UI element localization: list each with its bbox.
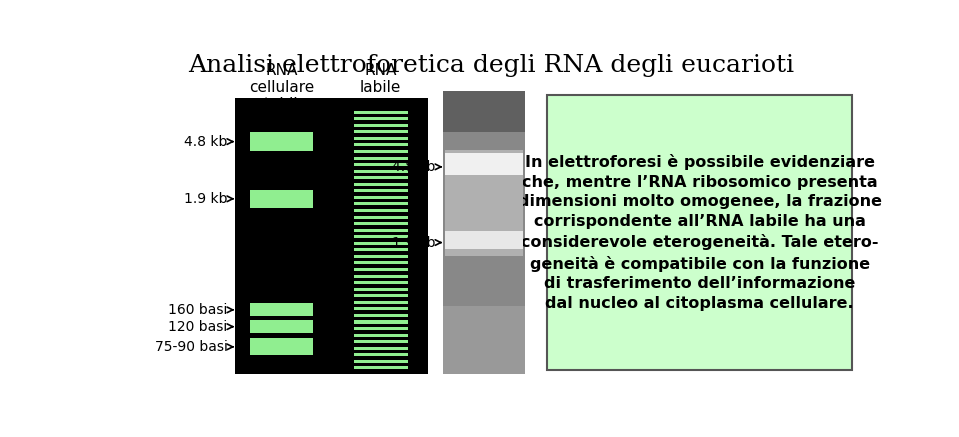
- Bar: [354, 268, 408, 271]
- Text: 1.9 kb: 1.9 kb: [392, 236, 435, 250]
- Bar: [354, 320, 408, 323]
- Bar: [354, 274, 408, 277]
- Text: 4.8 kb: 4.8 kb: [392, 160, 435, 174]
- Bar: [354, 137, 408, 140]
- Bar: [354, 242, 408, 245]
- Bar: [354, 366, 408, 369]
- Bar: [354, 117, 408, 120]
- Bar: [354, 156, 408, 160]
- Bar: [354, 333, 408, 336]
- Bar: [354, 314, 408, 317]
- Text: In elettroforesi è possibile evidenziare
che, mentre l’RNA ribosomico presenta
d: In elettroforesi è possibile evidenziare…: [518, 154, 881, 311]
- Bar: [354, 235, 408, 238]
- Bar: [354, 327, 408, 330]
- Bar: [235, 98, 429, 374]
- Bar: [354, 347, 408, 350]
- Bar: [445, 153, 523, 175]
- Bar: [445, 231, 523, 249]
- Bar: [354, 288, 408, 291]
- Bar: [354, 130, 408, 133]
- Bar: [250, 190, 313, 208]
- Bar: [354, 248, 408, 251]
- Bar: [354, 360, 408, 363]
- Bar: [250, 338, 313, 355]
- Bar: [250, 303, 313, 316]
- Bar: [354, 124, 408, 127]
- Text: 75-90 basi: 75-90 basi: [154, 340, 227, 354]
- Text: Analisi elettroforetica degli RNA degli eucarioti: Analisi elettroforetica degli RNA degli …: [188, 54, 795, 77]
- Bar: [354, 143, 408, 146]
- Bar: [445, 150, 523, 256]
- Bar: [354, 307, 408, 310]
- Bar: [354, 229, 408, 232]
- Bar: [354, 196, 408, 199]
- Text: 120 basi: 120 basi: [169, 320, 227, 334]
- Bar: [250, 320, 313, 333]
- Bar: [443, 91, 525, 132]
- Bar: [354, 353, 408, 356]
- Bar: [354, 294, 408, 297]
- Bar: [354, 255, 408, 258]
- Bar: [354, 340, 408, 343]
- Bar: [443, 306, 525, 374]
- Bar: [354, 209, 408, 212]
- Bar: [354, 281, 408, 284]
- Text: 4.8 kb: 4.8 kb: [184, 135, 227, 149]
- Bar: [548, 94, 852, 371]
- Text: 1.9 kb: 1.9 kb: [184, 192, 227, 206]
- Bar: [354, 202, 408, 205]
- Text: RNA
cellulare
stabile: RNA cellulare stabile: [249, 62, 315, 112]
- Bar: [354, 301, 408, 304]
- Bar: [443, 91, 525, 374]
- Bar: [354, 163, 408, 166]
- Text: RNA
labile: RNA labile: [360, 62, 402, 95]
- Bar: [354, 150, 408, 153]
- Bar: [354, 261, 408, 264]
- Bar: [354, 222, 408, 225]
- Bar: [354, 170, 408, 173]
- Bar: [354, 111, 408, 114]
- Text: 160 basi: 160 basi: [168, 303, 227, 317]
- Bar: [354, 183, 408, 186]
- Bar: [354, 189, 408, 192]
- Bar: [354, 176, 408, 179]
- Bar: [354, 215, 408, 218]
- Bar: [250, 132, 313, 151]
